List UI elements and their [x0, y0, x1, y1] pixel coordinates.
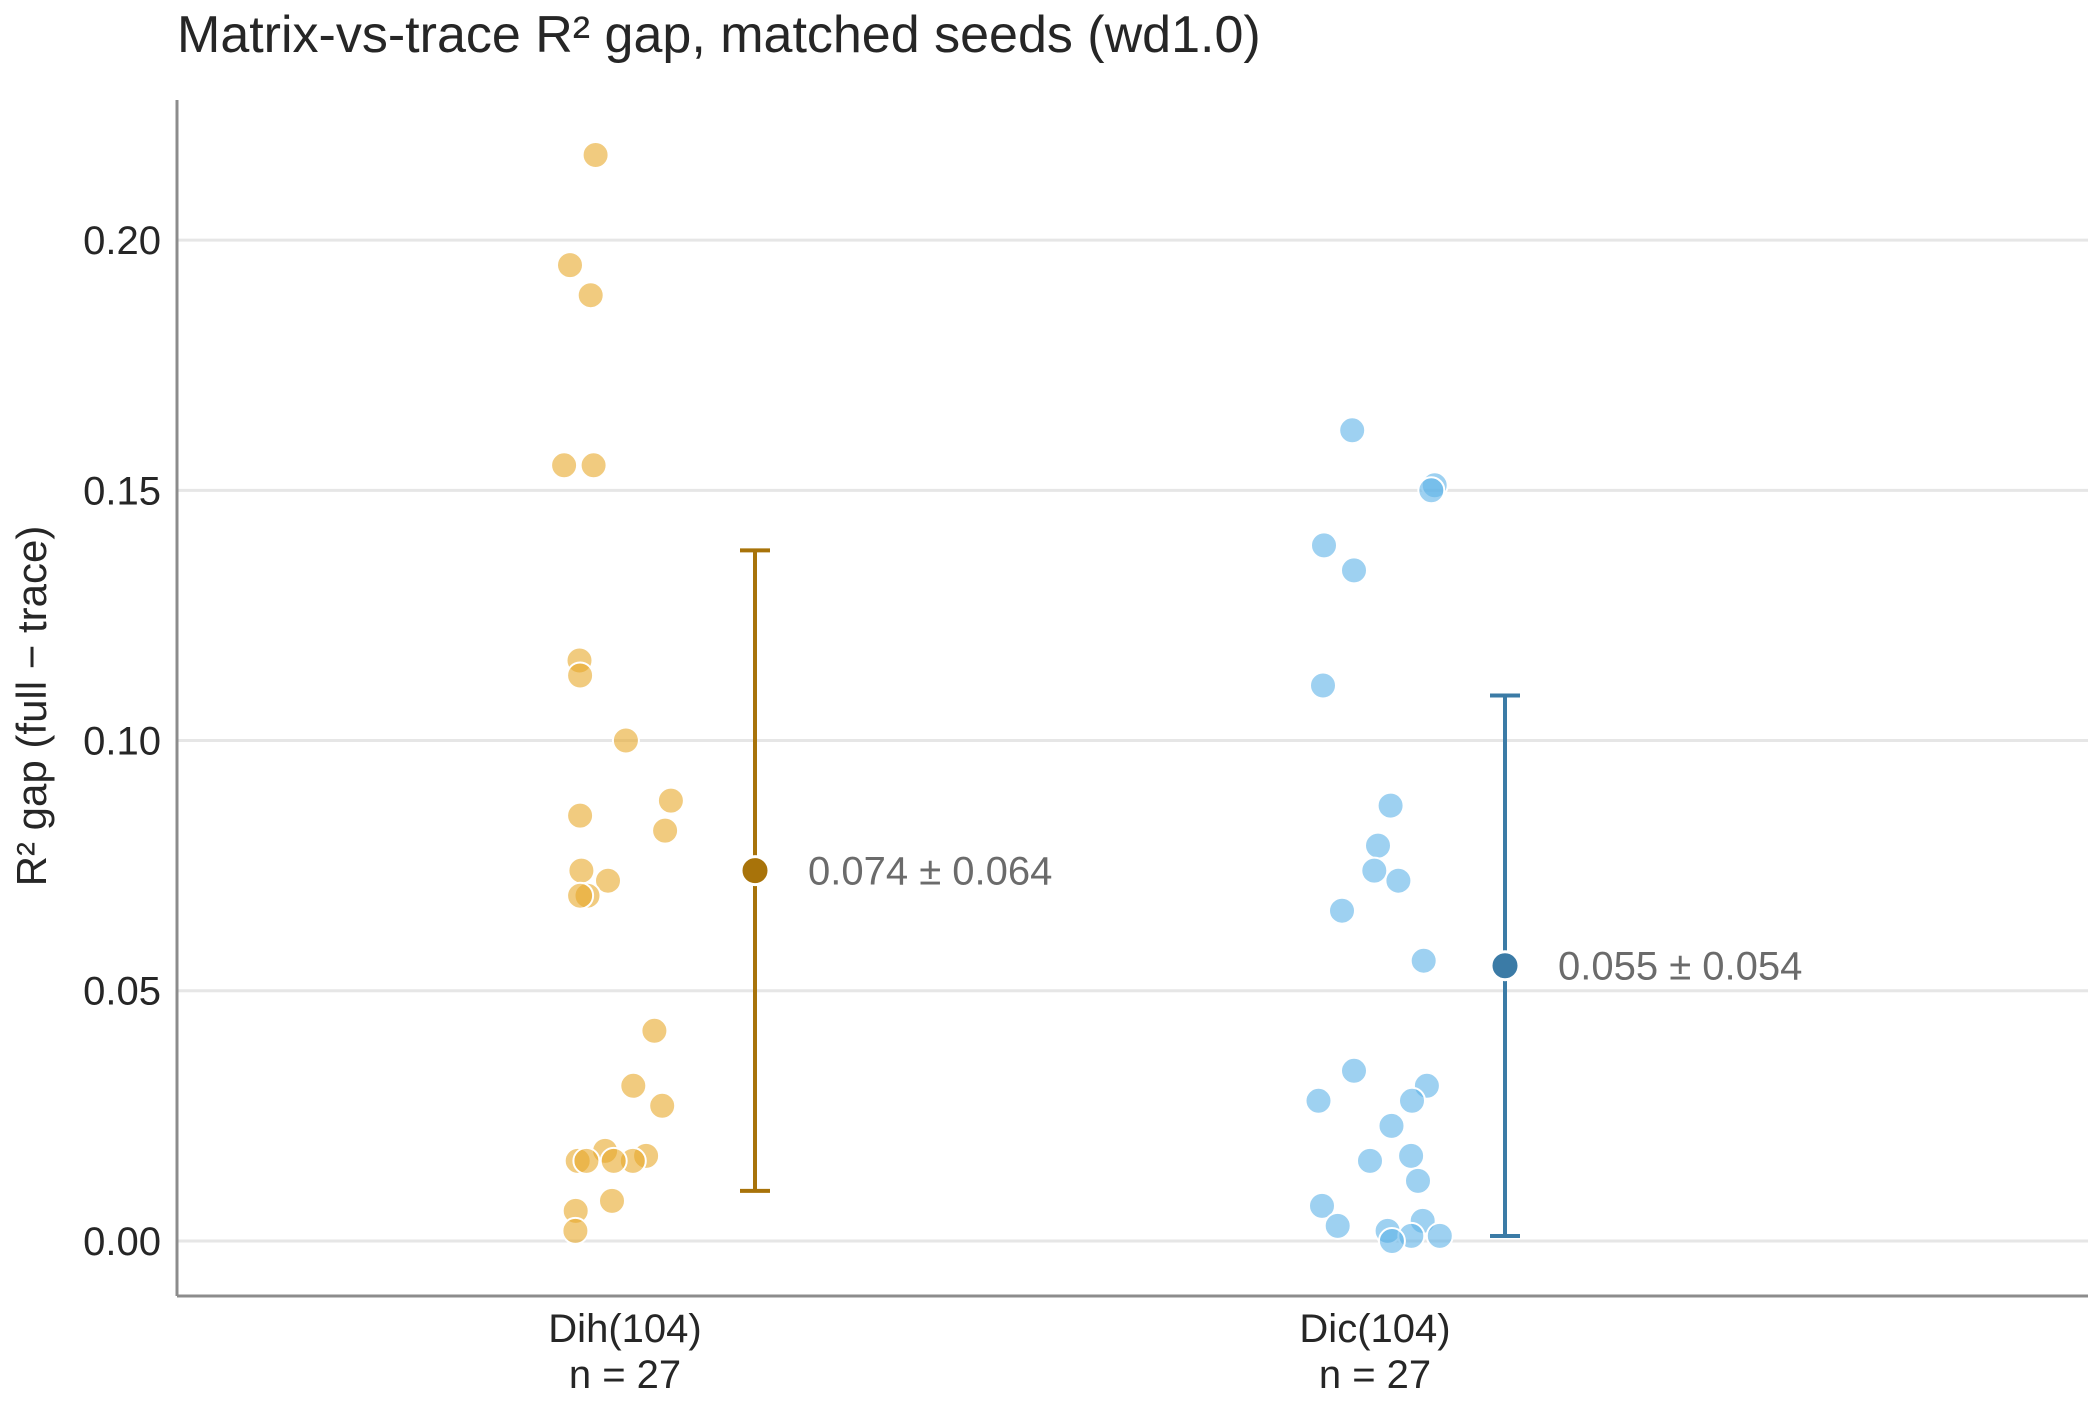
data-point: [656, 786, 685, 815]
data-point: [1376, 791, 1405, 820]
x-category-n-label: n = 27: [569, 1353, 681, 1397]
data-point: [1309, 671, 1337, 700]
data-point: [566, 801, 595, 830]
data-point: [611, 726, 640, 755]
mean-sd-summaries: 0.074 ± 0.064 0.055 ± 0.054: [739, 548, 1802, 1238]
data-point: [1328, 896, 1356, 925]
data-point: [576, 281, 605, 310]
data-point: [1364, 831, 1392, 860]
data-point: [640, 1016, 669, 1045]
data-point: [1323, 1211, 1352, 1240]
data-point: [1304, 1086, 1333, 1115]
data-point: [598, 1186, 626, 1215]
data-point: [566, 881, 595, 910]
data-point: [567, 856, 596, 885]
chart-title: Matrix-vs-trace R² gap, matched seeds (w…: [177, 6, 1261, 64]
mean-marker: [739, 855, 771, 887]
data-point: [566, 661, 595, 690]
data-point: [1310, 531, 1338, 560]
y-axis-label: R² gap (full − trace): [8, 526, 55, 887]
gridlines: [177, 238, 2088, 1243]
data-point: [1384, 866, 1413, 895]
data-point: [561, 1216, 590, 1245]
data-point: [648, 1091, 677, 1120]
x-category-label: Dic(104): [1299, 1307, 1450, 1351]
mean-sd-annotation: 0.055 ± 0.054: [1558, 945, 1802, 989]
mean-sd-annotation: 0.074 ± 0.064: [808, 850, 1052, 894]
data-point: [1377, 1227, 1406, 1255]
data-point: [1397, 1141, 1426, 1170]
data-point: [599, 1146, 628, 1175]
data-point: [651, 816, 680, 845]
y-tick-labels: 0.00 0.05 0.10 0.15 0.20: [83, 219, 161, 1264]
data-point: [1308, 1191, 1336, 1220]
mean-marker: [1489, 950, 1521, 982]
data-point: [1340, 1056, 1368, 1085]
data-point: [556, 251, 584, 280]
data-point: [581, 141, 610, 169]
y-tick-label: 0.20: [83, 219, 161, 263]
data-point: [550, 451, 579, 480]
y-tick-label: 0.05: [83, 970, 161, 1014]
data-point: [594, 866, 622, 895]
data-point: [1409, 946, 1438, 975]
data-point: [1425, 1221, 1454, 1250]
axes: [175, 100, 2088, 1298]
data-point: [1338, 416, 1367, 445]
data-points: [550, 141, 1454, 1255]
data-point: [1356, 1146, 1384, 1175]
x-category-label: Dih(104): [548, 1307, 701, 1351]
x-category-n-label: n = 27: [1319, 1353, 1431, 1397]
data-point: [1360, 856, 1389, 885]
data-point: [619, 1071, 648, 1100]
y-tick-label: 0.10: [83, 720, 161, 764]
data-point: [1417, 476, 1446, 505]
y-tick-label: 0.15: [83, 469, 161, 513]
y-tick-label: 0.00: [83, 1220, 161, 1264]
data-point: [1340, 556, 1368, 585]
data-point: [1398, 1086, 1426, 1115]
data-point: [572, 1146, 601, 1175]
data-point: [1377, 1111, 1406, 1140]
data-point: [1404, 1166, 1432, 1195]
data-point: [579, 451, 608, 480]
